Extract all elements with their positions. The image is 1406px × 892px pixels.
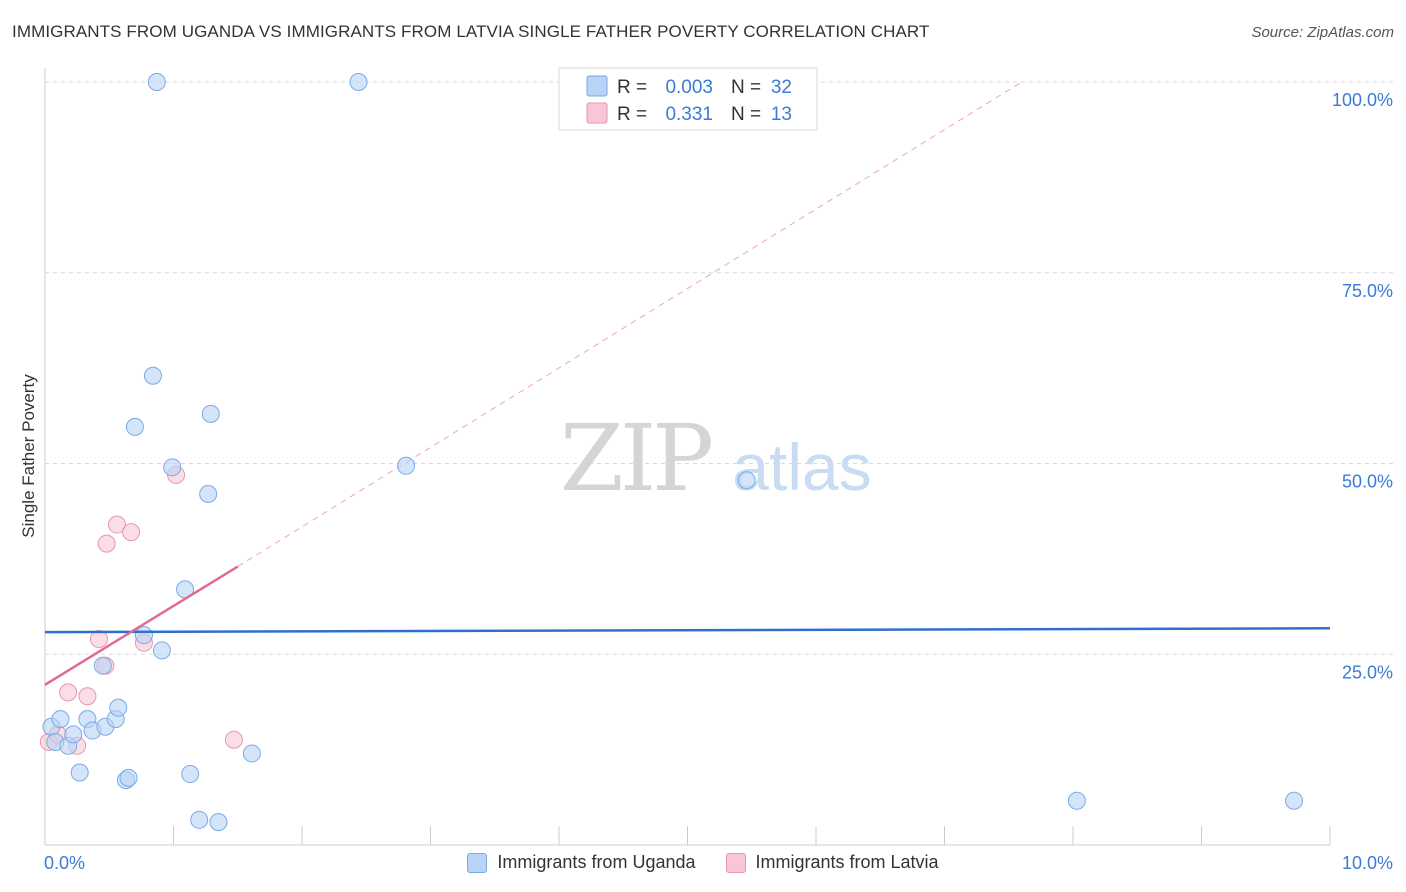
- point-uganda-21: [181, 765, 200, 784]
- stats-swatch-latvia: [586, 102, 608, 124]
- point-uganda-18: [152, 641, 171, 660]
- point-uganda-15: [134, 626, 153, 645]
- point-uganda-5: [70, 763, 89, 782]
- point-uganda-22: [190, 810, 209, 829]
- point-latvia-12: [224, 730, 243, 749]
- stats-n-label-latvia: N =: [731, 104, 761, 125]
- point-uganda-14: [125, 417, 144, 436]
- point-uganda-11: [109, 698, 128, 717]
- y-tick-label-75: 75.0%: [1342, 281, 1393, 301]
- y-tick-label-25: 25.0%: [1342, 662, 1393, 682]
- watermark-zip: ZIP: [560, 405, 711, 512]
- point-uganda-29: [737, 471, 756, 490]
- point-uganda-26: [242, 744, 261, 763]
- point-uganda-25: [209, 813, 228, 832]
- legend-item-latvia[interactable]: Immigrants from Latvia: [725, 852, 939, 873]
- stats-r-label-latvia: R =: [617, 104, 647, 125]
- bottom-legend: Immigrants from Uganda Immigrants from L…: [0, 852, 1406, 873]
- point-latvia-2: [59, 683, 78, 702]
- point-uganda-23: [199, 485, 218, 504]
- legend-label-latvia: Immigrants from Latvia: [755, 852, 939, 872]
- point-uganda-8: [93, 656, 112, 675]
- point-uganda-19: [163, 458, 182, 477]
- points-group: [39, 73, 1304, 832]
- legend-item-uganda[interactable]: Immigrants from Uganda: [467, 852, 696, 873]
- legend-label-uganda: Immigrants from Uganda: [497, 852, 696, 872]
- y-tick-label-100: 100.0%: [1332, 90, 1393, 110]
- point-uganda-31: [1285, 791, 1304, 810]
- point-uganda-27: [349, 73, 368, 91]
- point-uganda-16: [143, 366, 162, 385]
- point-latvia-4: [78, 687, 97, 706]
- point-uganda-24: [201, 404, 220, 423]
- y-tick-label-50: 50.0%: [1342, 472, 1393, 492]
- trendline-latvia: [44, 565, 239, 686]
- trendline-uganda: [44, 627, 1331, 634]
- point-uganda-17: [147, 73, 166, 91]
- chart-title: IMMIGRANTS FROM UGANDA VS IMMIGRANTS FRO…: [12, 22, 930, 41]
- point-latvia-9: [122, 523, 141, 542]
- stats-r-label-uganda: R =: [617, 77, 647, 98]
- stats-n-label-uganda: N =: [731, 77, 761, 98]
- stats-swatch-uganda: [586, 75, 608, 97]
- point-latvia-7: [97, 534, 116, 553]
- source-label: Source: ZipAtlas.com: [1251, 24, 1394, 41]
- point-uganda-4: [64, 725, 83, 744]
- x-tick-label-10: 10.0%: [1342, 853, 1393, 873]
- y-axis-label: Single Father Poverty: [19, 374, 38, 538]
- stats-n-value-uganda: 32: [771, 77, 792, 98]
- point-uganda-2: [51, 710, 70, 729]
- stats-r-value-uganda: 0.003: [665, 77, 713, 98]
- legend-swatch-latvia: [725, 852, 746, 873]
- point-uganda-30: [1067, 791, 1086, 810]
- point-latvia-8: [107, 515, 126, 534]
- x-tick-label-0: 0.0%: [44, 853, 85, 873]
- point-uganda-13: [119, 768, 138, 787]
- legend-swatch-uganda: [467, 852, 488, 873]
- stats-n-value-latvia: 13: [771, 104, 792, 125]
- point-uganda-28: [397, 456, 416, 475]
- watermark-atlas: atlas: [732, 430, 871, 504]
- point-latvia-5: [89, 629, 108, 648]
- stats-r-value-latvia: 0.331: [665, 104, 713, 125]
